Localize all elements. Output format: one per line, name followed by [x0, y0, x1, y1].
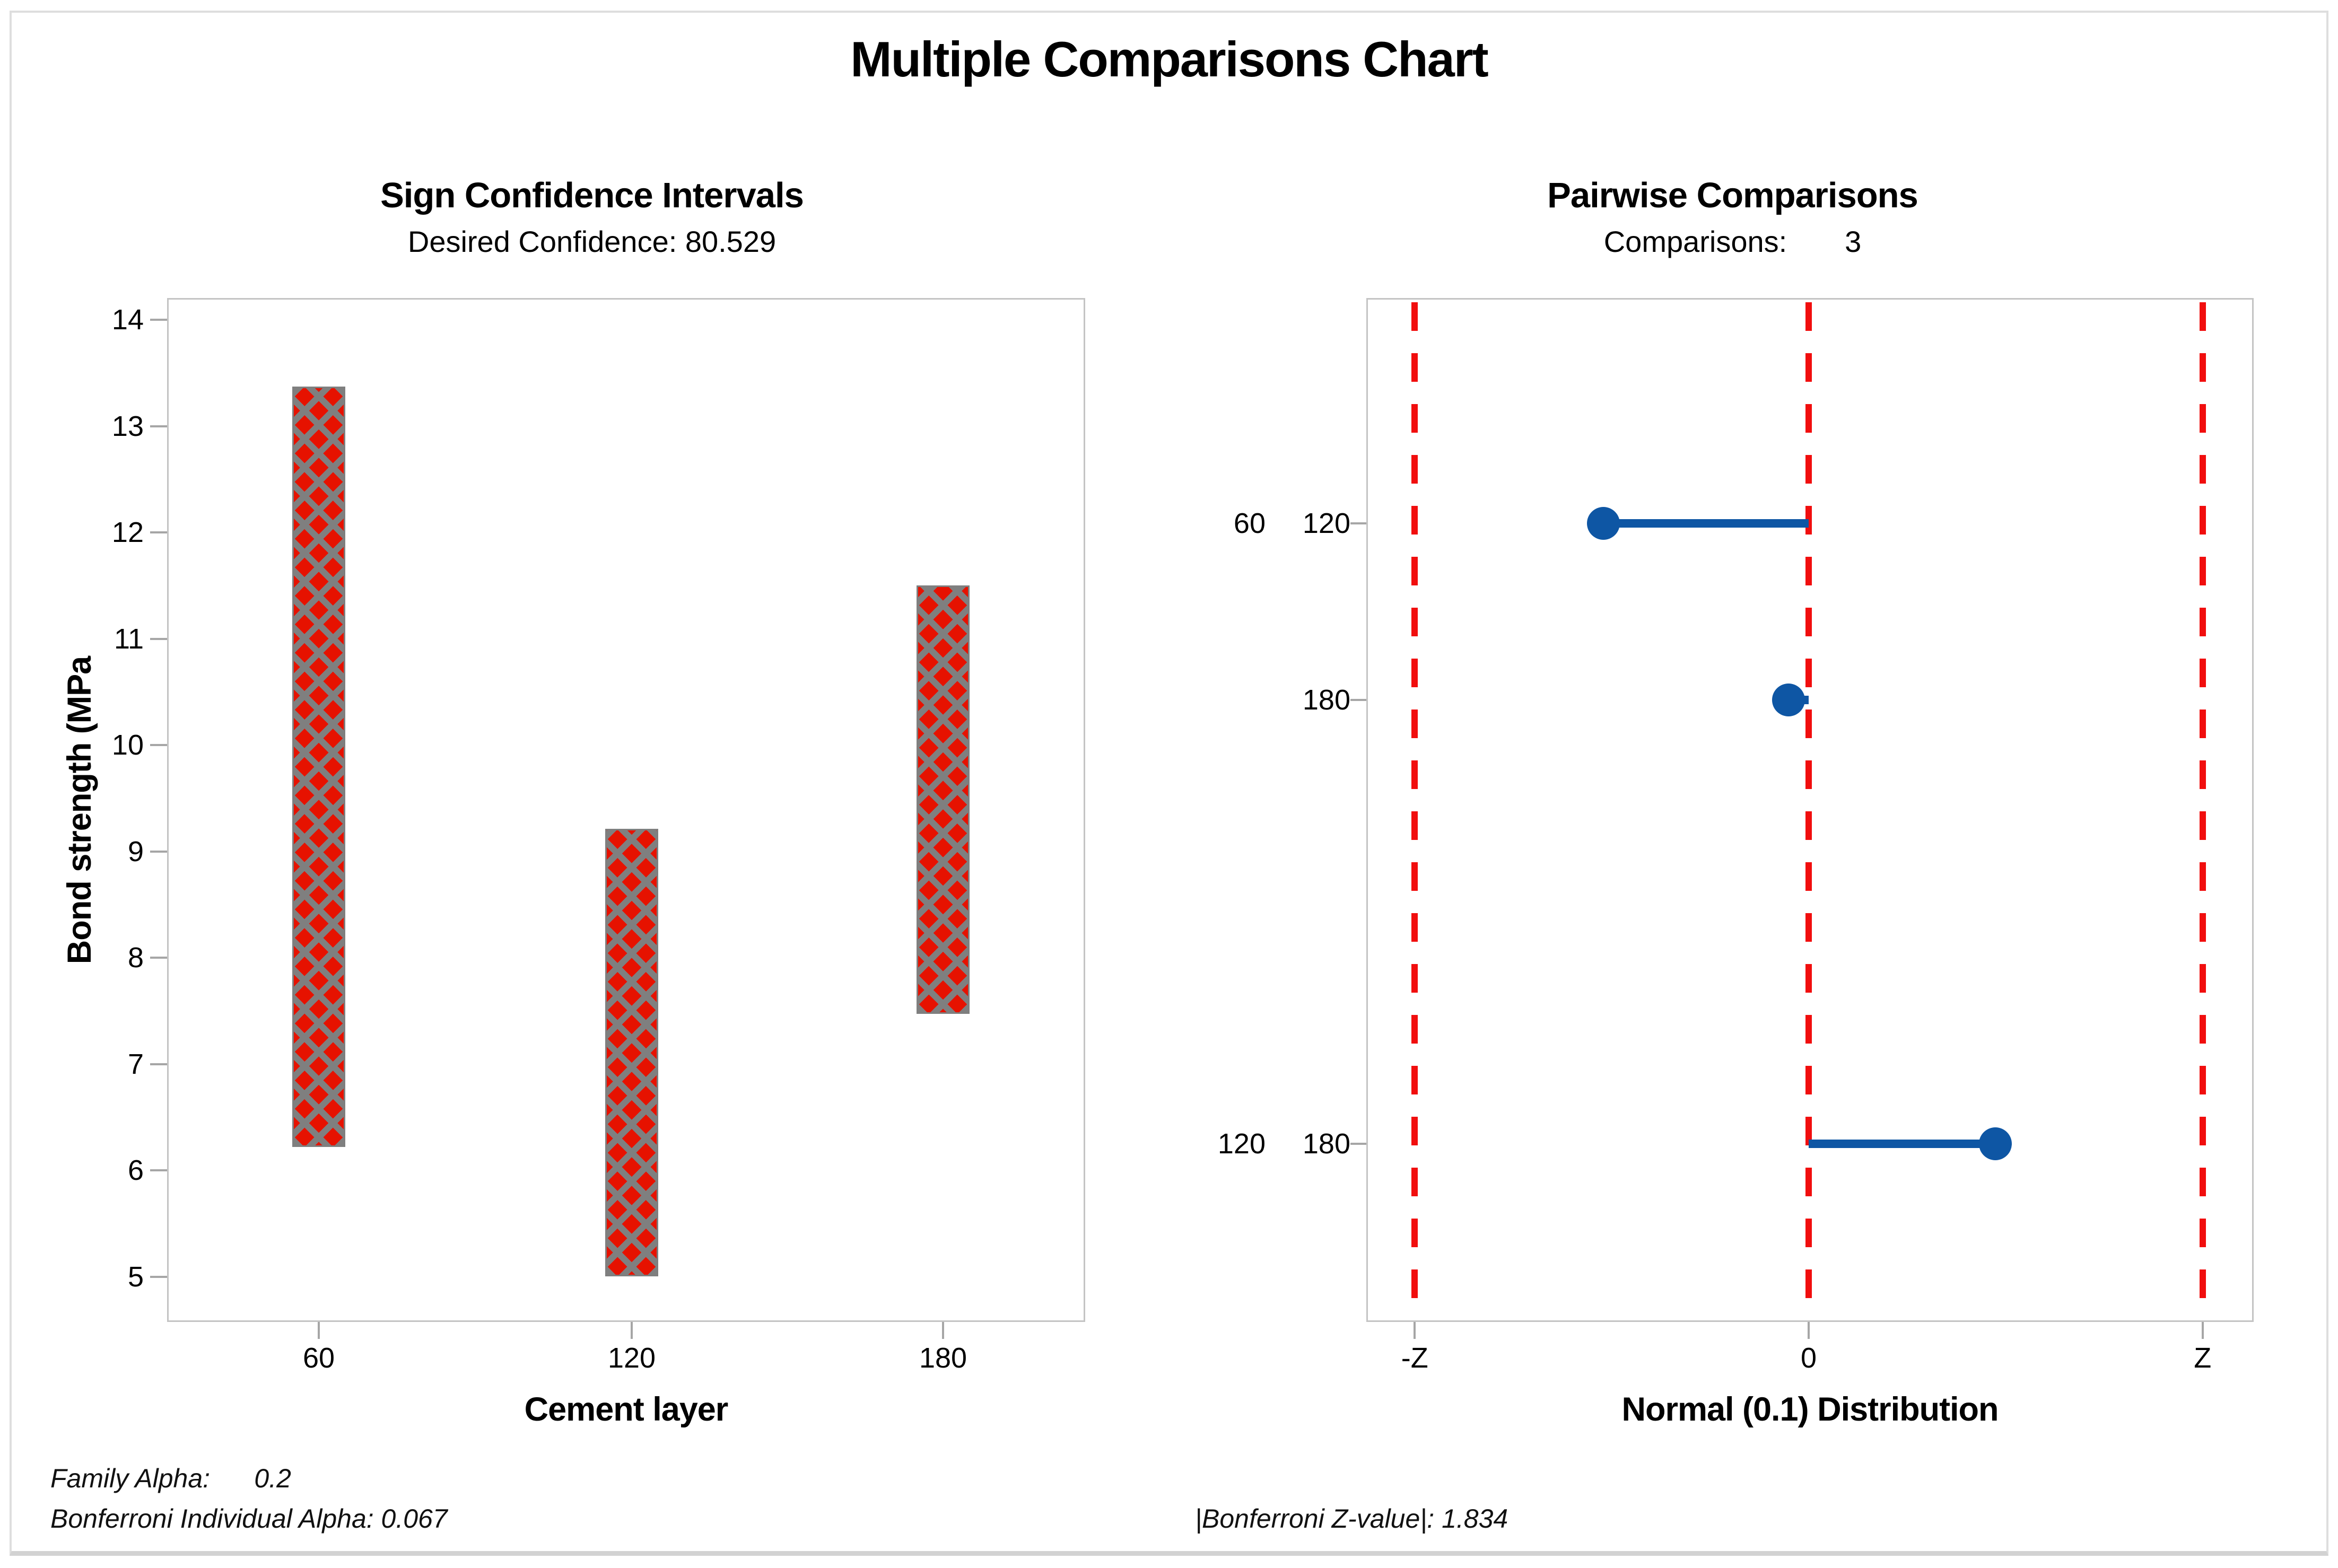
y-axis-tick-label: 6	[127, 1154, 144, 1186]
comparison-dot	[1772, 684, 1805, 716]
y-axis-tick-label: 14	[111, 304, 144, 336]
y-axis-tick	[150, 1275, 167, 1278]
x-axis-tick	[631, 1322, 633, 1339]
row-label-group-a: 120	[1217, 1128, 1266, 1160]
x-axis-tick	[2201, 1322, 2204, 1339]
y-axis-tick	[150, 637, 167, 640]
confidence-interval-bar	[605, 829, 658, 1277]
y-axis-tick	[150, 850, 167, 853]
x-axis-tick-label: 180	[919, 1342, 967, 1374]
left-x-axis-label: Cement layer	[524, 1391, 729, 1428]
row-label-group-a: 60	[1233, 507, 1266, 539]
right-x-axis-label: Normal (0.1) Distribution	[1621, 1391, 1999, 1428]
x-axis-tick-label: -Z	[1401, 1342, 1428, 1374]
y-axis-tick	[150, 744, 167, 746]
footnote-bonferroni-z-value: |Bonferroni Z-value|: 1.834	[1195, 1504, 1508, 1534]
x-axis-tick-label: 0	[1800, 1342, 1817, 1374]
x-axis-tick-label: 60	[302, 1342, 335, 1374]
row-tick	[1350, 522, 1366, 524]
reference-dashed-line	[2199, 302, 2206, 1318]
footnote-bonferroni-individual-alpha: Bonferroni Individual Alpha: 0.067	[50, 1504, 448, 1534]
comparison-dot	[1587, 507, 1620, 540]
y-axis-tick-label: 13	[111, 410, 144, 442]
y-axis-tick	[150, 1063, 167, 1065]
x-axis-tick	[318, 1322, 320, 1339]
y-axis-tick-label: 5	[127, 1260, 144, 1293]
figure-border	[10, 11, 2328, 1556]
left-chart-subtitle: Desired Confidence: 80.529	[407, 225, 777, 258]
y-axis-tick	[150, 531, 167, 533]
y-axis-tick	[150, 957, 167, 959]
comparison-dot	[1979, 1127, 2012, 1160]
y-axis-tick	[150, 1169, 167, 1171]
y-axis-tick-label: 10	[111, 729, 144, 761]
y-axis-tick-label: 12	[111, 516, 144, 548]
y-axis-tick	[150, 319, 167, 321]
right-chart-subtitle: Comparisons: 3	[1603, 225, 1862, 258]
x-axis-tick-label: 120	[607, 1342, 656, 1374]
comparison-line	[1603, 519, 1809, 528]
row-tick	[1350, 1143, 1366, 1145]
confidence-interval-bar	[292, 387, 345, 1147]
y-axis-tick-label: 11	[114, 623, 144, 655]
x-axis-tick	[1414, 1322, 1416, 1339]
y-axis-tick-label: 8	[127, 942, 144, 974]
right-chart-title: Pairwise Comparisons	[1547, 176, 1918, 215]
footnote-family-alpha: Family Alpha: 0.2	[50, 1464, 291, 1493]
reference-dashed-line	[1805, 302, 1812, 1318]
reference-dashed-line	[1411, 302, 1418, 1318]
row-label-group-b: 180	[1302, 1128, 1350, 1160]
row-tick	[1350, 699, 1366, 701]
comparison-line	[1809, 1140, 1996, 1148]
y-axis-tick-label: 7	[127, 1048, 144, 1080]
row-label-group-b: 180	[1302, 684, 1350, 716]
row-label-group-b: 120	[1302, 507, 1350, 539]
y-axis-tick	[150, 425, 167, 427]
confidence-interval-bar	[917, 585, 970, 1014]
y-axis-tick-label: 9	[127, 835, 144, 868]
x-axis-tick-label: Z	[2194, 1342, 2212, 1374]
left-chart-title: Sign Confidence Intervals	[380, 176, 804, 215]
x-axis-tick	[1808, 1322, 1810, 1339]
x-axis-tick	[942, 1322, 944, 1339]
figure-title: Multiple Comparisons Chart	[850, 31, 1488, 87]
